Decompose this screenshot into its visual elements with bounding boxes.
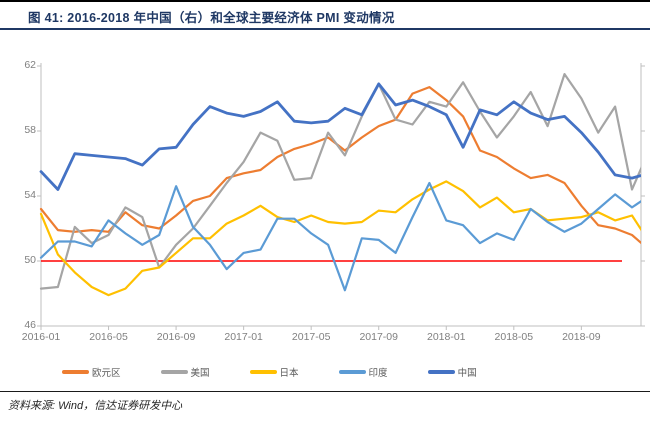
series-line-美国 — [39, 72, 641, 290]
y-axis-tick-label: 58 — [24, 124, 36, 136]
legend-item: 中国 — [427, 365, 477, 379]
chart-legend: 欧元区 美国 日本 印度 中国 — [62, 365, 477, 379]
x-axis-tick-label: 2018-09 — [562, 331, 601, 343]
series-line-印度 — [39, 181, 641, 292]
series-lines — [39, 72, 641, 297]
y-axis-tick-label: 46 — [24, 319, 36, 331]
legend-swatch — [62, 370, 89, 374]
legend-swatch — [160, 370, 188, 374]
legend-swatch — [249, 370, 277, 374]
x-axis-tick-label: 2018-01 — [426, 331, 466, 343]
series-line-欧元区 — [39, 85, 641, 245]
x-axis-tick-label: 2016-09 — [156, 331, 196, 343]
legend-label: 欧元区 — [92, 368, 121, 379]
legend-item: 美国 — [160, 365, 210, 379]
figure-title: 图 41: 2016-2018 年中国（右）和全球主要经济体 PMI 变动情况 — [28, 11, 395, 25]
legend-swatch — [338, 370, 366, 374]
y-axis-tick-label: 50 — [24, 254, 36, 266]
source-divider — [0, 391, 650, 392]
x-axis-tick-label: 2017-05 — [291, 331, 331, 343]
legend-label: 美国 — [190, 368, 210, 379]
source-note: 资料来源: Wind，信达证券研发中心 — [8, 400, 183, 412]
y-axis-tick-label: 62 — [24, 59, 36, 71]
x-axis-tick-label: 2016-01 — [21, 331, 61, 343]
series-line-日本 — [39, 180, 641, 297]
y-axis-tick-label: 54 — [24, 189, 36, 201]
legend-label: 日本 — [279, 368, 299, 379]
x-axis-tick-label: 2018-05 — [494, 331, 534, 343]
top-rule — [0, 0, 650, 2]
x-axis-tick-label: 2017-09 — [359, 331, 398, 343]
series-line-中国 — [39, 82, 641, 191]
legend-swatch — [427, 370, 455, 374]
legend-item: 日本 — [249, 365, 299, 379]
legend-label: 中国 — [457, 368, 477, 379]
x-axis-tick-label: 2017-01 — [224, 331, 263, 343]
title-underline — [0, 28, 650, 30]
x-axis-tick-label: 2016-05 — [89, 331, 128, 343]
legend-label: 印度 — [368, 368, 388, 379]
legend-item: 欧元区 — [62, 365, 121, 379]
legend-item: 印度 — [338, 365, 388, 379]
